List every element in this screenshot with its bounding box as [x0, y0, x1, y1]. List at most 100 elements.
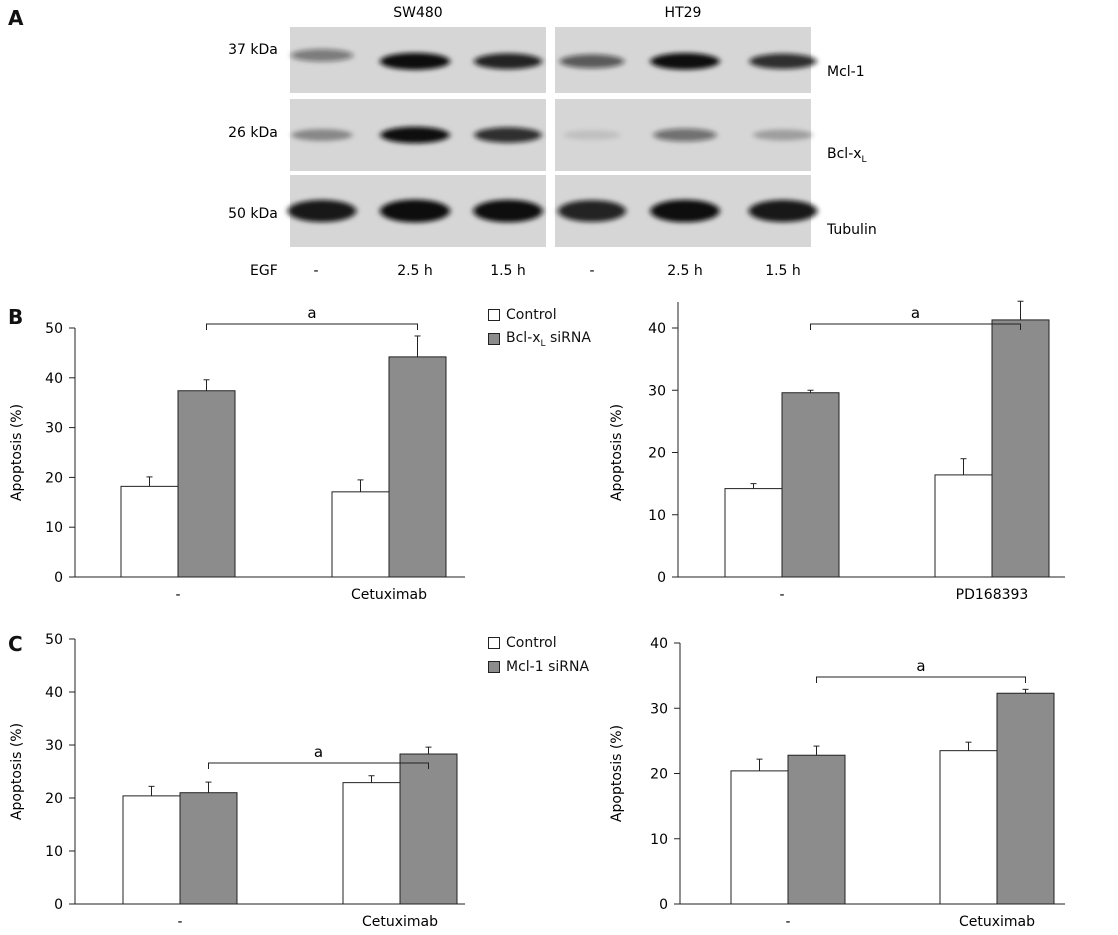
y-tick-label: 50 [45, 632, 63, 648]
lane-label: - [589, 263, 594, 279]
y-tick-label: 30 [45, 421, 63, 437]
legend-label-sub: L [540, 338, 546, 349]
cell-line-label: HT29 [665, 5, 702, 21]
legend-label-main: Bcl-x [506, 329, 541, 346]
y-tick-label: 10 [45, 520, 63, 536]
x-tick-label: - [175, 587, 180, 603]
legend-swatch-control [488, 309, 500, 321]
bar-treated [399, 753, 458, 905]
blot-band [558, 200, 626, 222]
bar-treated [991, 319, 1050, 578]
blot-band [650, 199, 720, 223]
egf-label: EGF [250, 263, 278, 279]
y-tick-label: 40 [45, 685, 63, 701]
bar-control [342, 782, 401, 905]
legend-c-treated: Mcl-1 siRNA [488, 655, 589, 679]
y-tick-label: 40 [45, 371, 63, 387]
y-tick-label: 40 [650, 636, 668, 652]
y-tick-label: 40 [648, 321, 666, 337]
legend-label: Bcl-xL siRNA [506, 330, 591, 349]
x-tick-label: Cetuximab [351, 587, 427, 603]
lane-label: 2.5 h [667, 263, 703, 279]
significance-bracket [810, 323, 1021, 330]
legend-swatch-treated [488, 661, 500, 673]
blot-band [380, 52, 450, 70]
x-tick-label: Cetuximab [959, 914, 1035, 930]
protein-label-tubulin: Tubulin [826, 222, 877, 238]
lane-label: 1.5 h [765, 263, 801, 279]
y-tick-label: 0 [659, 897, 668, 913]
blot-band [473, 199, 543, 223]
bar-treated [781, 392, 840, 578]
kda-label: 37 kDa [228, 42, 278, 58]
lane-label: 1.5 h [490, 263, 526, 279]
legend-swatch-treated [488, 333, 500, 345]
y-axis-label: Apoptosis (%) [609, 404, 625, 501]
legend-c: Control Mcl-1 siRNA [488, 631, 589, 679]
lane-label: - [313, 263, 318, 279]
bar-control [939, 750, 998, 905]
y-tick-label: 20 [45, 470, 63, 486]
bar-control [730, 770, 789, 905]
x-tick-label: - [785, 914, 790, 930]
bar-treated [388, 356, 447, 578]
legend-swatch-control [488, 637, 500, 649]
blot-band [559, 54, 625, 69]
bar-control [934, 474, 993, 578]
bar-control [724, 488, 783, 578]
legend-label: Control [506, 307, 557, 323]
legend-label: Mcl-1 siRNA [506, 659, 590, 675]
blot-band [380, 126, 450, 144]
blot-band [380, 199, 450, 223]
significance-label: a [314, 743, 323, 761]
panel-letter-c: C [8, 632, 23, 656]
y-tick-label: 20 [648, 446, 666, 462]
x-tick-label: Cetuximab [362, 914, 438, 930]
y-tick-label: 0 [54, 897, 63, 913]
y-tick-label: 0 [54, 570, 63, 586]
x-tick-label: - [779, 587, 784, 603]
legend-label: Control [506, 635, 557, 651]
blot-band [563, 130, 621, 140]
blot-band [291, 129, 353, 141]
blot-band [749, 53, 817, 70]
protein-label-mcl1: Mcl-1 [827, 64, 865, 80]
significance-label: a [911, 304, 920, 322]
y-tick-label: 50 [45, 321, 63, 337]
blot-band [653, 128, 717, 142]
y-tick-label: 20 [650, 767, 668, 783]
cell-line-label: SW480 [393, 5, 442, 21]
legend-b-control: Control [488, 303, 591, 327]
bar-control [122, 795, 181, 905]
y-tick-label: 10 [45, 844, 63, 860]
panel-letter-b: B [8, 305, 24, 329]
y-tick-label: 30 [648, 383, 666, 399]
y-tick-label: 20 [45, 791, 63, 807]
blot-band [287, 199, 357, 223]
chart-c-left: 0 10 20 30 40 50 Apoptosis (%) - Cetuximab a [9, 632, 465, 930]
chart-c-right: 0 10 20 30 40 Apoptosis (%) - Cetuximab a [609, 636, 1065, 930]
blot-band [474, 127, 542, 143]
y-axis-label: Apoptosis (%) [9, 404, 25, 501]
significance-label: a [307, 304, 316, 322]
chart-b-left: 0 10 20 30 40 50 Apoptosis (%) - Cetuximab a [9, 304, 465, 603]
blot-band [753, 129, 813, 141]
panel-letter-a: A [8, 6, 24, 30]
legend-b-treated: Bcl-xL siRNA [488, 327, 591, 351]
y-tick-label: 30 [650, 701, 668, 717]
y-tick-label: 10 [648, 508, 666, 524]
blot-band [474, 53, 542, 70]
legend-label-tail: siRNA [545, 329, 591, 346]
y-axis-label: Apoptosis (%) [609, 725, 625, 822]
significance-bracket [208, 762, 429, 769]
significance-label: a [916, 657, 925, 675]
blot-band [650, 53, 720, 70]
western-blot: SW480 HT29 37 kDa 26 kDa 50 kDa Mcl-1 Bcl-xL Tu… [228, 5, 877, 279]
bar-treated [177, 390, 236, 578]
y-tick-label: 0 [657, 570, 666, 586]
blot-band [748, 199, 818, 223]
kda-label: 50 kDa [228, 206, 278, 222]
bar-treated [996, 692, 1055, 905]
x-tick-label: PD168393 [956, 587, 1029, 603]
y-tick-label: 10 [650, 832, 668, 848]
